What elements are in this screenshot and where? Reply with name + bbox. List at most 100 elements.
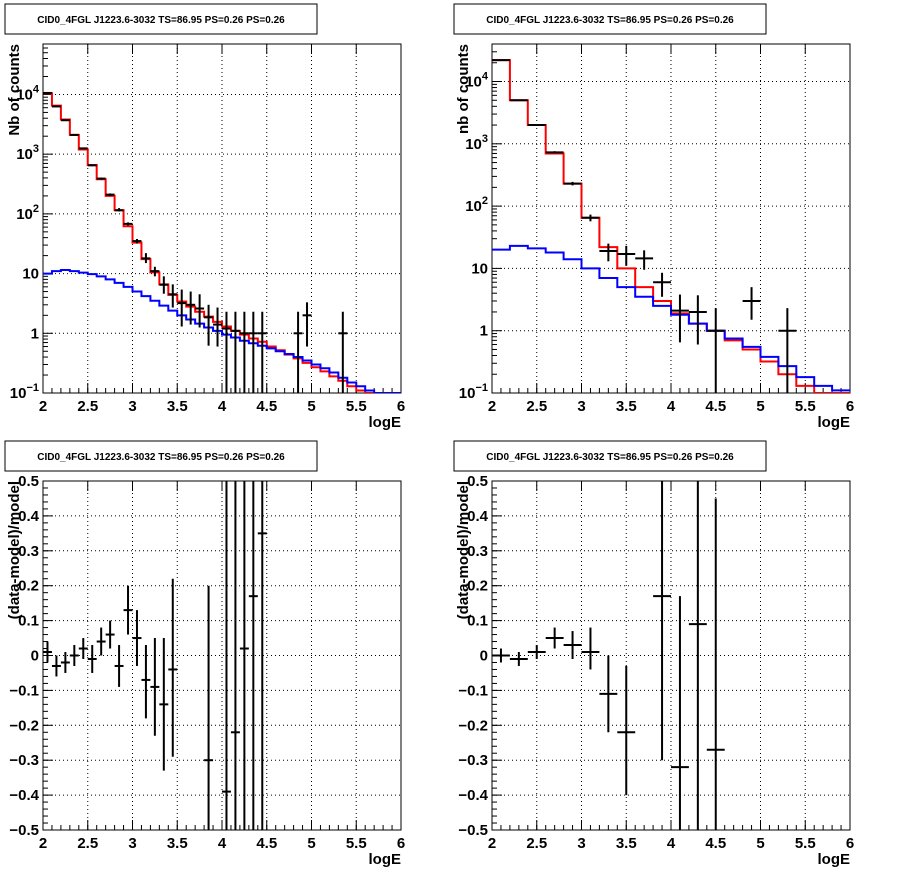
data-point: [222, 311, 231, 393]
x-tick-label: 4.5: [705, 835, 726, 852]
data-point: [239, 481, 249, 830]
data-point: [509, 99, 528, 102]
y-axis-title: (data-model)/model: [6, 481, 23, 619]
data-point: [527, 645, 546, 659]
y-tick-label: −0.3: [9, 752, 39, 769]
x-tick-label: 2: [39, 835, 47, 852]
data-point: [230, 481, 240, 830]
x-tick-label: 2: [488, 398, 496, 415]
x-tick-label: 3.5: [616, 835, 637, 852]
y-tick-label: 103: [465, 133, 488, 153]
x-tick-label: 2.5: [77, 835, 98, 852]
data-point: [87, 645, 97, 673]
data-point: [43, 641, 52, 663]
data-point: [96, 627, 106, 656]
data-point: [230, 311, 240, 393]
x-axis-title: logE: [818, 414, 851, 431]
x-tick-label: 6: [846, 398, 854, 415]
data-point: [239, 311, 249, 393]
data-point: [195, 294, 205, 328]
y-tick-label: 0.3: [467, 543, 488, 560]
x-tick-label: 4: [667, 398, 676, 415]
data-point: [581, 214, 600, 222]
data-point: [69, 645, 79, 666]
x-tick-label: 4.5: [256, 835, 277, 852]
x-tick-label: 5: [756, 835, 764, 852]
plot-area: [43, 481, 267, 830]
data-point: [159, 276, 169, 294]
x-tick-label: 2: [488, 835, 496, 852]
x-tick-label: 4.5: [256, 398, 277, 415]
chart-title: CID0_4FGL J1223.6-3032 TS=86.95 PS=0.26 …: [486, 452, 734, 463]
x-tick-label: 3: [128, 835, 136, 852]
data-point: [492, 59, 510, 62]
y-tick-label: 10: [22, 266, 39, 283]
data-point: [78, 147, 88, 150]
data-point: [132, 610, 142, 666]
y-tick-label: 0.1: [18, 613, 39, 630]
y-tick-label: −0.3: [458, 752, 488, 769]
y-tick-label: 0.4: [18, 508, 40, 525]
y-tick-label: −0.5: [458, 822, 488, 839]
data-point: [168, 578, 178, 757]
y-axis-title: nb of counts: [455, 44, 472, 134]
x-tick-label: 6: [397, 398, 405, 415]
chart-panel-3: 2 2.5 3 3.5 4 4.5 5 5.5 6 −0.5 −0.4 −0.3 −0.2 −0.1 0 0.…: [4, 440, 405, 868]
data-point: [222, 481, 231, 830]
data-point: [492, 648, 510, 663]
y-tick-label: −0.2: [458, 717, 488, 734]
data-point: [87, 164, 97, 167]
y-tick-label: −0.5: [9, 822, 39, 839]
data-point: [599, 655, 618, 733]
data-point: [257, 481, 267, 830]
data-point: [186, 291, 196, 325]
data-point: [132, 238, 142, 244]
data-point: [581, 627, 600, 670]
y-tick-label: 10: [471, 260, 488, 277]
y-tick-label: −0.2: [9, 717, 39, 734]
y-tick-label: 0: [31, 648, 39, 665]
data-point: [653, 481, 671, 761]
data-point: [150, 638, 160, 736]
data-point: [69, 133, 79, 136]
x-tick-label: 6: [397, 835, 405, 852]
data-point: [168, 284, 178, 308]
chart-panel-2: 2 2.5 3 3.5 4 4.5 5 5.5 610−1110102103104logEnb …: [453, 3, 854, 431]
y-tick-label: 10−1: [459, 382, 488, 402]
y-tick-label: −0.1: [9, 682, 39, 699]
x-tick-label: 4: [667, 835, 676, 852]
plot-area: [43, 91, 401, 393]
data-point: [60, 652, 70, 673]
x-axis-title: logE: [818, 851, 851, 868]
y-tick-label: −0.4: [9, 787, 39, 804]
y-tick-label: 0.2: [467, 578, 488, 595]
y-axis-title: Nb of counts: [6, 44, 23, 136]
chart-title: CID0_4FGL J1223.6-3032 TS=86.95 PS=0.26 …: [37, 15, 285, 26]
chart-title: CID0_4FGL J1223.6-3032 TS=86.95 PS=0.26 …: [37, 452, 285, 463]
data-point: [204, 585, 214, 830]
data-point: [545, 627, 564, 649]
y-tick-label: 102: [16, 203, 39, 223]
data-point: [563, 631, 582, 659]
data-point: [105, 193, 115, 196]
x-tick-label: 5: [307, 835, 315, 852]
plot-area: [492, 59, 850, 393]
x-tick-label: 2: [39, 398, 47, 415]
data-point: [114, 645, 124, 687]
data-point: [706, 308, 725, 393]
data-point: [635, 250, 654, 270]
data-point: [105, 620, 115, 649]
data-point: [51, 105, 61, 108]
x-tick-label: 5: [756, 398, 764, 415]
data-point: [123, 222, 133, 226]
data-point: [159, 638, 169, 771]
data-point: [177, 289, 187, 327]
data-point: [671, 294, 689, 343]
x-tick-label: 3: [128, 398, 136, 415]
x-tick-label: 6: [846, 835, 854, 852]
x-tick-label: 3: [577, 835, 585, 852]
data-point: [599, 243, 618, 262]
x-tick-label: 3.5: [616, 398, 637, 415]
x-tick-label: 2.5: [77, 398, 98, 415]
